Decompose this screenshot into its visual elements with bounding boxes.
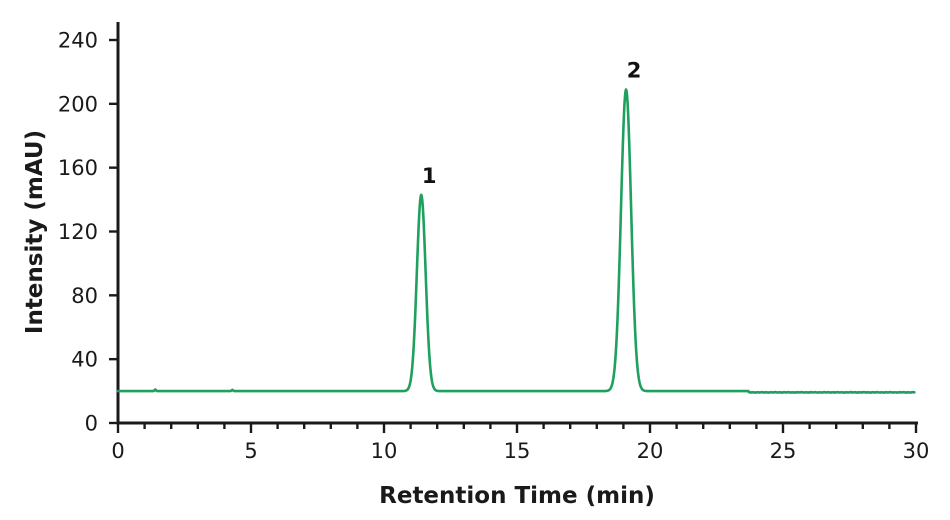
y-tick-label: 0 bbox=[85, 412, 98, 436]
y-axis-title: Intensity (mAU) bbox=[22, 129, 48, 335]
x-tick-label: 5 bbox=[244, 439, 257, 463]
x-tick-label: 0 bbox=[111, 439, 124, 463]
y-tick-label: 80 bbox=[71, 284, 98, 308]
y-tick-label: 160 bbox=[58, 156, 98, 180]
x-tick-label: 25 bbox=[770, 439, 797, 463]
x-tick-label: 20 bbox=[637, 439, 664, 463]
y-tick-label: 40 bbox=[71, 348, 98, 372]
chromatogram-trace bbox=[116, 88, 916, 394]
x-axis-ticks: 0 5 10 15 20 25 30 bbox=[111, 423, 929, 463]
peak-label-2: 2 bbox=[627, 58, 642, 82]
x-axis-title: Retention Time (min) bbox=[379, 483, 655, 509]
y-tick-label: 200 bbox=[58, 92, 98, 116]
x-tick-label: 15 bbox=[504, 439, 531, 463]
y-tick-label: 240 bbox=[58, 29, 98, 53]
axes bbox=[116, 22, 918, 425]
x-tick-label: 30 bbox=[903, 439, 930, 463]
y-tick-label: 120 bbox=[58, 220, 98, 244]
y-axis-ticks: 0 40 80 120 160 200 240 bbox=[58, 29, 118, 436]
x-tick-label: 10 bbox=[371, 439, 398, 463]
peak-label-1: 1 bbox=[422, 164, 437, 188]
